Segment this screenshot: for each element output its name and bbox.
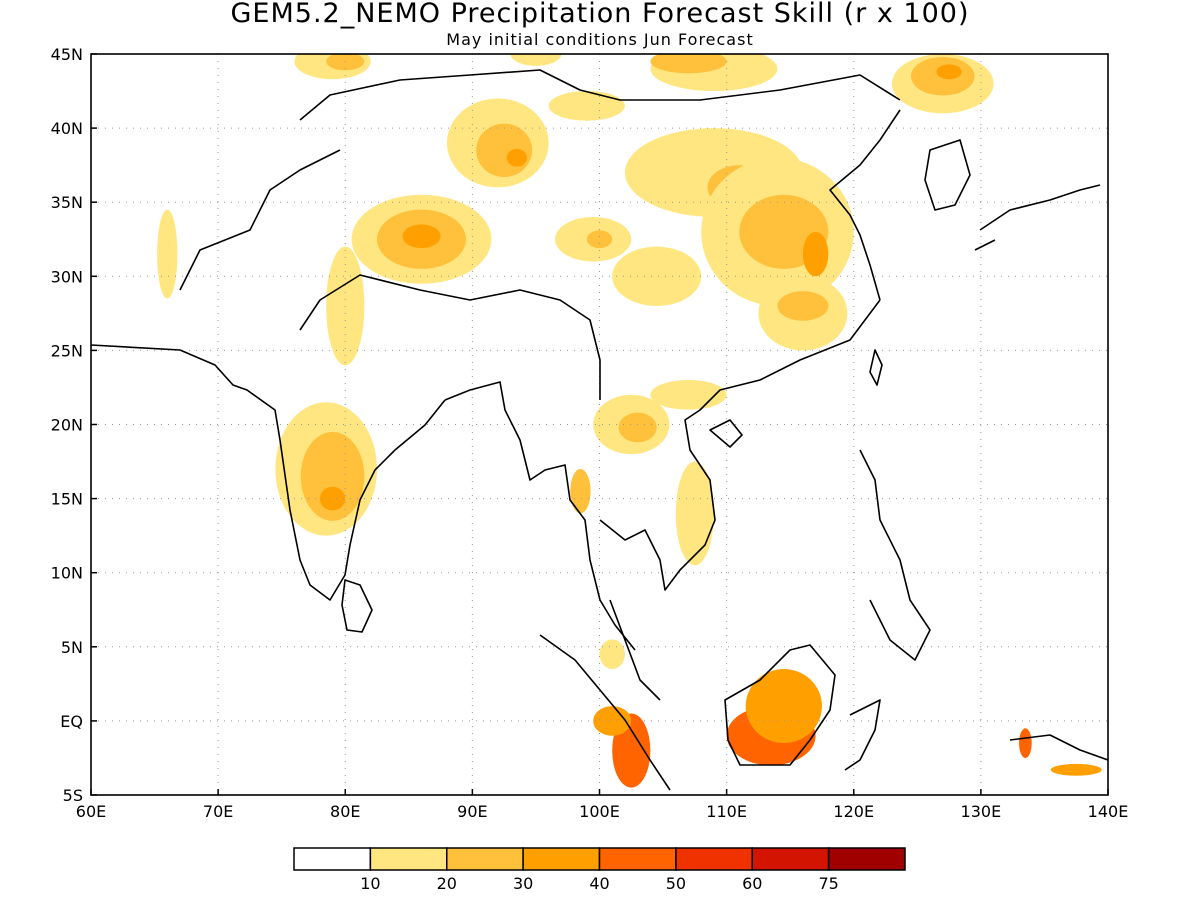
colorbar-label: 10 bbox=[360, 874, 380, 893]
borneo bbox=[724, 644, 836, 766]
lon-tick-label: 60E bbox=[76, 802, 106, 821]
lon-tick-label: 140E bbox=[1088, 802, 1129, 821]
skill-region bbox=[802, 231, 829, 277]
skill-region bbox=[936, 64, 962, 80]
colorbar-swatch bbox=[598, 847, 677, 871]
skill-field bbox=[157, 54, 1102, 788]
sumatra bbox=[539, 634, 671, 791]
new-guinea bbox=[1009, 734, 1108, 761]
map-subtitle: May initial conditions Jun Forecast bbox=[446, 30, 754, 49]
skill-region bbox=[476, 123, 533, 178]
skill-region bbox=[157, 209, 178, 299]
colorbar-label: 50 bbox=[666, 874, 686, 893]
china-coast bbox=[829, 109, 901, 301]
lat-tick-label: EQ bbox=[60, 712, 83, 731]
skill-region bbox=[593, 706, 632, 736]
colorbar: 10 20 30 40 50 60 75 bbox=[293, 847, 906, 893]
skill-region bbox=[570, 468, 591, 514]
skill-region bbox=[1050, 763, 1102, 776]
skill-region bbox=[599, 639, 625, 670]
skill-region bbox=[586, 230, 613, 249]
malay bbox=[609, 599, 661, 701]
lon-tick-label: 80E bbox=[330, 802, 360, 821]
coastlines bbox=[91, 69, 1108, 791]
japan bbox=[974, 184, 1101, 251]
lat-tick-label: 10N bbox=[51, 564, 83, 583]
lat-tick-label: 5S bbox=[63, 786, 83, 805]
india-coast bbox=[91, 344, 446, 601]
china-interior bbox=[299, 274, 601, 400]
colorbar-swatch bbox=[446, 847, 524, 871]
colorbar-label: 30 bbox=[513, 874, 533, 893]
colorbar-label: 20 bbox=[437, 874, 457, 893]
lat-tick-label: 40N bbox=[51, 119, 83, 138]
skill-region bbox=[548, 91, 625, 121]
lon-tick-label: 120E bbox=[833, 802, 874, 821]
lon-tick-label: 130E bbox=[961, 802, 1002, 821]
sulawesi bbox=[844, 699, 881, 771]
pakistan-border bbox=[179, 149, 341, 291]
skill-region bbox=[650, 54, 727, 74]
lon-tick-label: 110E bbox=[706, 802, 747, 821]
colorbar-swatch bbox=[369, 847, 448, 871]
lat-tick-label: 15N bbox=[51, 490, 83, 509]
korea bbox=[924, 139, 971, 211]
lat-tick-label: 30N bbox=[51, 267, 83, 286]
skill-region bbox=[300, 431, 365, 521]
skill-region bbox=[506, 148, 528, 167]
bay-coast bbox=[444, 381, 636, 651]
skill-region bbox=[675, 461, 714, 566]
skill-region bbox=[510, 54, 562, 66]
lat-tick-label: 5N bbox=[61, 638, 83, 657]
philippines bbox=[859, 449, 931, 661]
lat-tick-label: 35N bbox=[51, 193, 83, 212]
lon-tick-label: 100E bbox=[579, 802, 620, 821]
colorbar-swatch bbox=[675, 847, 753, 871]
skill-region bbox=[777, 291, 829, 321]
colorbar-swatch bbox=[751, 847, 830, 871]
taiwan bbox=[869, 349, 883, 386]
skill-region bbox=[1019, 728, 1032, 758]
colorbar-label: 60 bbox=[742, 874, 762, 893]
map-title: GEM5.2_NEMO Precipitation Forecast Skill… bbox=[230, 0, 970, 29]
hainan bbox=[709, 419, 743, 448]
colorbar-swatch bbox=[827, 847, 906, 871]
skill-region bbox=[326, 246, 365, 366]
map-frame bbox=[90, 53, 1109, 796]
skill-region bbox=[319, 486, 346, 511]
skill-region bbox=[402, 224, 441, 249]
lat-tick-label: 45N bbox=[51, 45, 83, 64]
skill-region bbox=[612, 246, 702, 306]
skill-region bbox=[618, 412, 657, 443]
colorbar-label: 75 bbox=[818, 874, 838, 893]
lat-tick-label: 25N bbox=[51, 341, 83, 360]
mongolia-border bbox=[299, 69, 901, 121]
sri-lanka bbox=[341, 579, 373, 633]
colorbar-swatch bbox=[522, 847, 601, 871]
colorbar-swatch bbox=[293, 847, 372, 871]
lon-tick-label: 90E bbox=[457, 802, 487, 821]
lat-tick-label: 20N bbox=[51, 416, 83, 435]
lon-tick-label: 70E bbox=[203, 802, 233, 821]
skill-region bbox=[745, 669, 822, 744]
indochina-coast bbox=[599, 299, 881, 591]
gridlines bbox=[91, 54, 1108, 795]
colorbar-label: 40 bbox=[589, 874, 609, 893]
skill-region bbox=[326, 54, 365, 71]
